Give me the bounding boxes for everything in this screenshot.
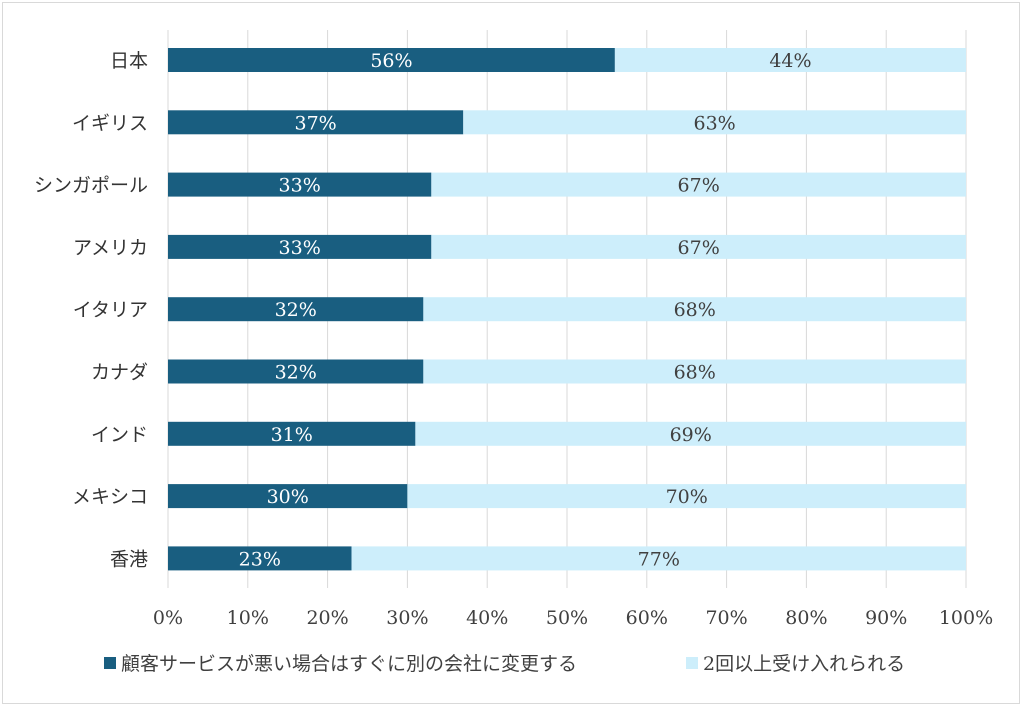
bars: 56% 44% 37% 63% 33% 67% 33% 67% 32% 68% 32% 68% 31% 6… (168, 48, 967, 571)
data-label: 32% (275, 362, 317, 384)
bar-segment (614, 48, 966, 72)
data-label: 67% (678, 237, 720, 259)
data-label: 67% (678, 175, 720, 197)
category-label: イタリア (73, 299, 148, 321)
bar-segment (423, 297, 966, 322)
bar-segment (168, 110, 464, 135)
data-label: 37% (295, 112, 337, 134)
data-label: 63% (694, 112, 736, 134)
bar-segment (168, 546, 352, 571)
x-tick-label: 0% (153, 607, 183, 629)
data-label: 33% (279, 237, 321, 259)
legend-swatch (104, 657, 116, 669)
bar-segment (168, 48, 615, 72)
legend: 顧客サービスが悪い場合はすぐに別の会社に変更する 2回以上受け入れられる (104, 653, 905, 675)
bar-segment (168, 234, 432, 259)
category-label: メキシコ (72, 486, 148, 508)
x-tick-label: 80% (785, 607, 827, 629)
legend-label: 2回以上受け入れられる (703, 653, 905, 675)
bar-segment (351, 546, 966, 571)
x-tick-label: 30% (386, 607, 428, 629)
x-tick-label: 10% (227, 607, 269, 629)
bar-segment (168, 172, 432, 197)
bar-segment (168, 484, 408, 509)
legend-swatch (686, 657, 698, 669)
legend-label: 顧客サービスが悪い場合はすぐに別の会社に変更する (121, 653, 577, 675)
data-label: 69% (670, 424, 712, 446)
data-label: 77% (638, 548, 680, 570)
data-label: 32% (275, 299, 317, 321)
x-tick-label: 60% (626, 607, 668, 629)
data-label: 44% (769, 50, 811, 72)
data-label: 30% (267, 486, 309, 508)
category-label: 香港 (110, 548, 148, 570)
bar-segment (463, 110, 966, 135)
data-label: 68% (674, 362, 716, 384)
x-tick-label: 100% (939, 607, 993, 629)
bar-segment (415, 421, 966, 446)
data-label: 56% (370, 50, 412, 72)
x-tick-label: 70% (705, 607, 747, 629)
category-label: アメリカ (73, 237, 148, 259)
category-label: 日本 (110, 50, 148, 72)
bar-segment (168, 359, 424, 384)
category-label: インド (91, 424, 148, 446)
x-tick-label: 90% (865, 607, 907, 629)
data-label: 23% (239, 548, 281, 570)
data-label: 68% (674, 299, 716, 321)
data-label: 31% (271, 424, 313, 446)
bar-segment (431, 234, 967, 259)
category-label: カナダ (91, 362, 148, 384)
category-label: イギリス (72, 112, 148, 134)
x-tick-label: 40% (466, 607, 508, 629)
bar-segment (431, 172, 967, 197)
bar-segment (407, 484, 966, 509)
bar-segment (423, 359, 966, 384)
data-label: 33% (279, 175, 321, 197)
x-tick-label: 20% (306, 607, 348, 629)
x-axis-tick-labels: 0% 10% 20% 30% 40% 50% 60% 70% 80% 90% 100% (153, 607, 993, 629)
x-tick-label: 50% (546, 607, 588, 629)
bar-segment (168, 297, 424, 322)
bar-segment (168, 421, 416, 446)
category-label: シンガポール (34, 175, 148, 197)
data-label: 70% (666, 486, 708, 508)
